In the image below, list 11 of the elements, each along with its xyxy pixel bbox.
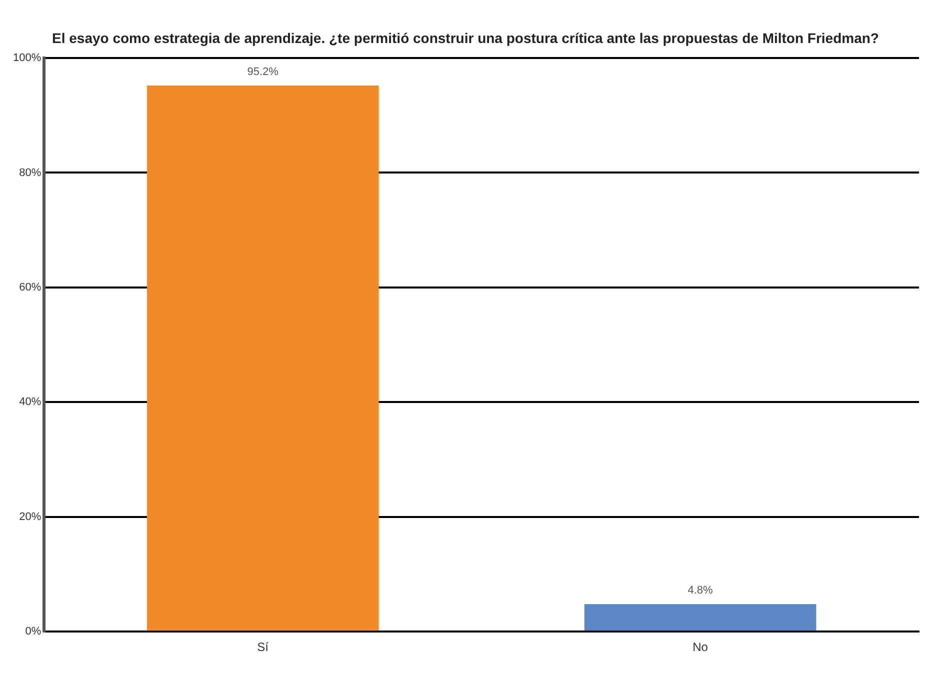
y-tick-label: 80% (19, 166, 42, 179)
y-tick-label: 20% (19, 510, 42, 523)
y-tick-label: 60% (19, 281, 42, 294)
y-tick-label: 0% (25, 626, 42, 638)
x-tick-label: Sí (257, 640, 270, 654)
y-tick-label: 100% (12, 52, 42, 64)
data-label: 95.2% (247, 66, 279, 78)
x-tick-label: No (692, 640, 708, 654)
chart-title: El esayo como estrategia de aprendizaje. ¿te permitió construir una postura crítica ante las propuestas de Milton Friedman? (51, 29, 880, 48)
data-label: 4.8% (688, 584, 714, 597)
y-tick-label: 40% (19, 396, 42, 408)
